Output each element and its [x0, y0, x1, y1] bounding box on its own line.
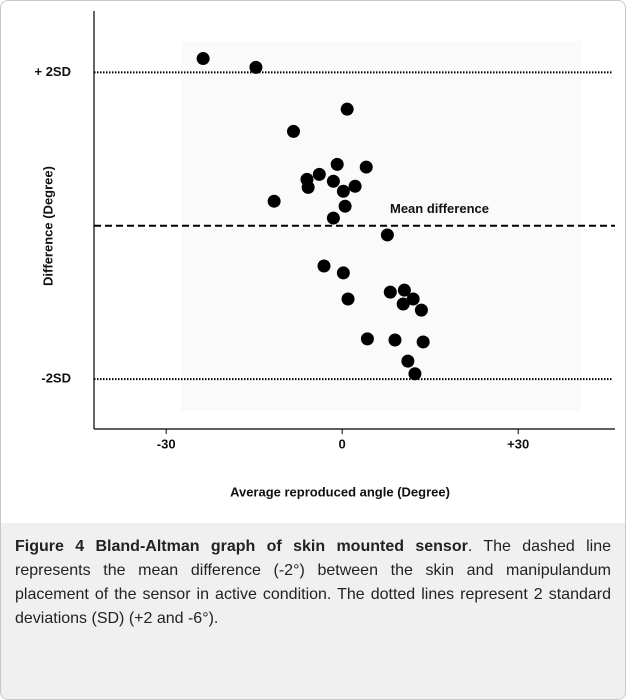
- y-axis-label: Difference (Degree): [40, 166, 55, 286]
- point: [317, 259, 331, 273]
- point: [340, 102, 354, 116]
- caption-label: Figure 4: [15, 538, 85, 555]
- chart: Difference (Degree) Average reproduced a…: [35, 11, 615, 499]
- caption-title: Bland-Altman graph of skin mounted senso…: [95, 538, 468, 555]
- point: [196, 52, 210, 66]
- caption-text: . The dashed line represents the mean di…: [15, 538, 611, 627]
- y-tick-label: -2SD: [41, 371, 71, 386]
- point: [336, 184, 350, 198]
- point: [388, 333, 402, 347]
- point: [301, 180, 315, 194]
- point: [383, 285, 397, 299]
- point: [414, 303, 428, 317]
- point: [416, 335, 430, 349]
- point: [348, 179, 362, 193]
- point: [286, 124, 300, 138]
- point: [338, 199, 352, 213]
- point: [401, 354, 415, 368]
- point: [267, 194, 281, 208]
- point: [396, 297, 410, 311]
- x-axis-label: Average reproduced angle (Degree): [230, 484, 450, 499]
- point: [360, 332, 374, 346]
- mean-line-label: Mean difference: [390, 201, 489, 216]
- point: [326, 211, 340, 225]
- point: [326, 174, 340, 188]
- point: [406, 292, 420, 306]
- point: [341, 292, 355, 306]
- point: [408, 367, 422, 381]
- point: [380, 228, 394, 242]
- caption: Figure 4 Bland-Altman graph of skin moun…: [1, 523, 625, 699]
- point: [359, 160, 373, 174]
- point: [397, 283, 411, 297]
- y-tick-label: + 2SD: [35, 64, 72, 79]
- x-tick-label: 0: [339, 436, 346, 451]
- x-tick-label: -30: [157, 436, 176, 451]
- point: [336, 266, 350, 280]
- point: [330, 157, 344, 171]
- point: [249, 60, 263, 74]
- x-tick-label: +30: [507, 436, 529, 451]
- point: [312, 167, 326, 181]
